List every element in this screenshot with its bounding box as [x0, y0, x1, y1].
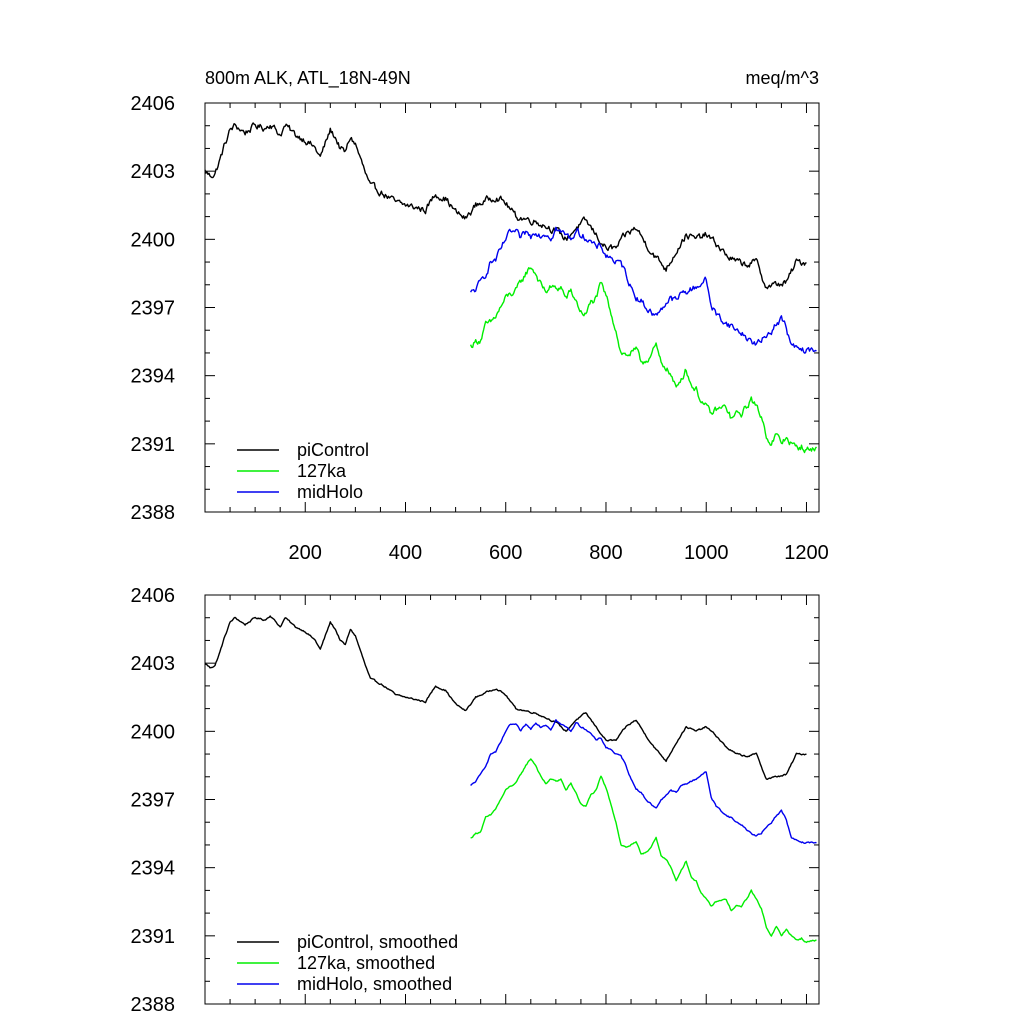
x-tick-label: 800: [589, 542, 622, 564]
y-tick-label: 2391: [131, 434, 176, 456]
y-tick-label: 2394: [131, 366, 176, 388]
chart-panel-smoothed: 2388 2391 2394 2397 2400 2403 2406 piControl, …: [131, 585, 820, 1016]
legend-label: midHolo: [297, 482, 363, 502]
series-line-127ka: [469, 267, 818, 454]
y-tick-label: 2400: [131, 721, 176, 743]
y-tick-label: 2394: [131, 858, 176, 880]
axis-ticks: [205, 102, 819, 513]
y-tick-label: 2397: [131, 790, 176, 812]
y-tick-label: 2388: [131, 502, 176, 524]
y-axis-labels: 2388 2391 2394 2397 2400 2403 2406: [131, 93, 176, 524]
series-line-piControl: [204, 122, 807, 290]
series-line-midHolo: [469, 226, 817, 354]
y-axis-labels: 2388 2391 2394 2397 2400 2403 2406: [131, 585, 176, 1016]
y-tick-label: 2406: [131, 585, 176, 607]
units-label: meq/m^3: [746, 68, 819, 88]
y-tick-label: 2391: [131, 926, 176, 948]
legend-label: piControl: [297, 440, 369, 460]
x-tick-label: 1000: [684, 542, 729, 564]
y-tick-label: 2400: [131, 229, 176, 251]
series-line-127ka: [470, 758, 817, 944]
series-line-midHolo: [470, 719, 817, 844]
y-tick-label: 2388: [131, 994, 176, 1016]
legend-label: midHolo, smoothed: [297, 974, 452, 994]
legend-label: 127ka: [297, 461, 347, 481]
y-tick-label: 2397: [131, 298, 176, 320]
x-tick-label: 400: [389, 542, 422, 564]
series-lines: [204, 615, 817, 944]
chart-panel-raw: 800m ALK, ATL_18N-49N meq/m^3 2388239123…: [131, 68, 829, 564]
series-line-piControl: [204, 615, 807, 780]
y-tick-label: 2406: [131, 93, 176, 115]
y-tick-label: 2403: [131, 161, 176, 183]
x-tick-label: 1200: [784, 542, 829, 564]
x-axis-labels: 200 400 600 800 1000 1200: [289, 542, 829, 564]
x-tick-label: 600: [489, 542, 522, 564]
legend-label: 127ka, smoothed: [297, 953, 435, 973]
series-lines: [204, 122, 818, 454]
y-tick-label: 2403: [131, 653, 176, 675]
legend-label: piControl, smoothed: [297, 932, 458, 952]
axis-ticks: [205, 594, 819, 1005]
chart-title: 800m ALK, ATL_18N-49N: [205, 68, 411, 89]
x-tick-label: 200: [289, 542, 322, 564]
